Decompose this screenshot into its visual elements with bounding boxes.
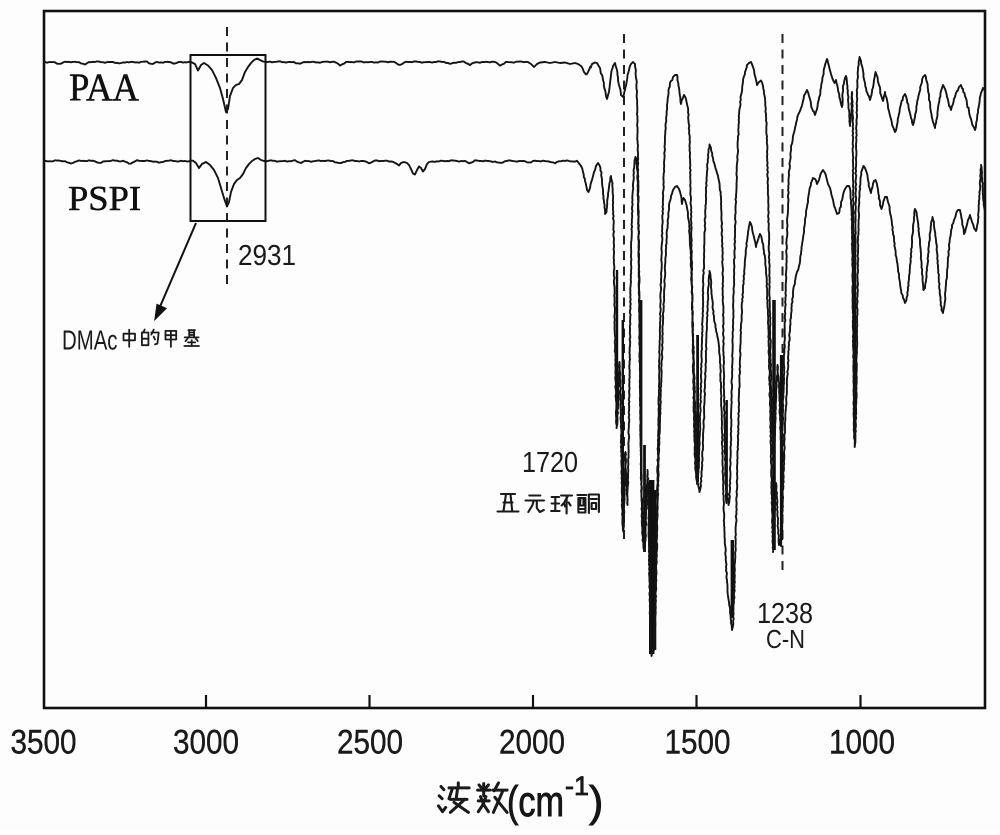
svg-text:2000: 2000 bbox=[499, 724, 565, 762]
svg-text:PSPI: PSPI bbox=[68, 179, 141, 218]
svg-text:1238: 1238 bbox=[757, 598, 813, 630]
svg-text:1500: 1500 bbox=[665, 724, 731, 762]
svg-text:1000: 1000 bbox=[829, 724, 895, 762]
svg-text:C-N: C-N bbox=[766, 624, 805, 654]
svg-text:3000: 3000 bbox=[173, 724, 239, 762]
svg-text:DMAc: DMAc bbox=[62, 325, 118, 356]
svg-text:-1: -1 bbox=[565, 771, 589, 801]
svg-text:3500: 3500 bbox=[11, 724, 77, 762]
svg-text:): ) bbox=[589, 778, 603, 826]
svg-text:2931: 2931 bbox=[238, 240, 296, 272]
svg-text:PAA: PAA bbox=[69, 66, 139, 109]
svg-text:2500: 2500 bbox=[337, 724, 403, 762]
svg-text:1720: 1720 bbox=[522, 447, 578, 479]
svg-text:(cm: (cm bbox=[507, 778, 564, 826]
